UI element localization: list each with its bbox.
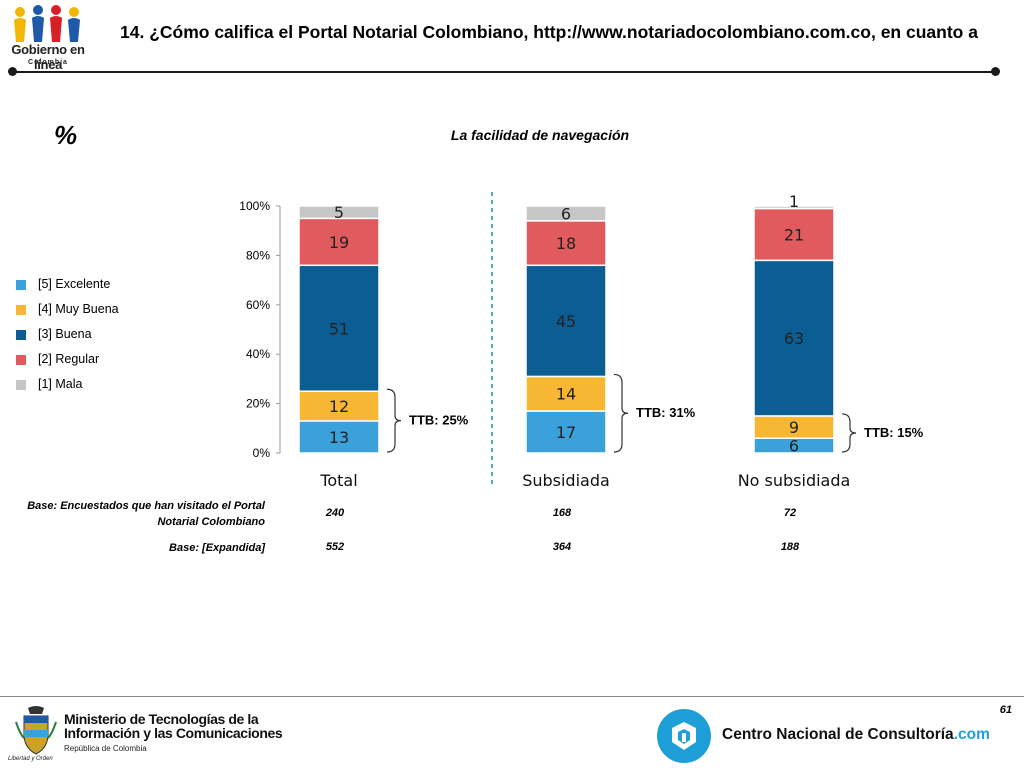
- base-label-expandida: Base: [Expandida]: [169, 542, 265, 554]
- base-expandida-no-subsidiada: 188: [780, 541, 800, 553]
- x-category-label: Total: [319, 471, 357, 490]
- page-number: 61: [999, 704, 1012, 716]
- legend-label: [3] Buena: [38, 327, 92, 341]
- y-tick-label: 80%: [246, 248, 270, 262]
- ttb-label: TTB: 31%: [636, 405, 696, 420]
- bar-segment: [525, 375, 607, 412]
- ttb-label: TTB: 25%: [409, 413, 469, 428]
- header-divider: [14, 71, 996, 73]
- base-value-total: 240: [325, 507, 345, 519]
- colombia-coat-of-arms-icon: [15, 706, 57, 755]
- footer-divider: [0, 696, 1024, 697]
- y-tick-label: 20%: [246, 397, 270, 411]
- bar-segment: [298, 264, 380, 392]
- legend-label: [4] Muy Buena: [38, 302, 119, 316]
- bar-segment: [525, 264, 607, 378]
- bar-value-label: 6: [561, 204, 571, 223]
- legend-label: [2] Regular: [38, 352, 100, 366]
- bar-value-label: 12: [329, 397, 349, 416]
- chart-title: La facilidad de navegación: [450, 127, 630, 143]
- bar-value-label: 13: [329, 428, 349, 447]
- legend-swatch: [16, 355, 26, 365]
- legend-swatch: [16, 330, 26, 340]
- base-label-encuestados: Base: Encuestados que han visitado el Po…: [27, 500, 265, 528]
- ttb-bracket: [841, 413, 857, 453]
- ministry-line-2: Información y las Comunicaciones: [64, 725, 283, 741]
- x-category-label: No subsidiada: [738, 471, 851, 490]
- bar-segment: [298, 390, 380, 422]
- ministry-line-1: Ministerio de Tecnologías de la: [64, 711, 259, 727]
- bar-segment: [753, 205, 835, 210]
- bar-value-label: 19: [329, 233, 349, 252]
- legend-swatch: [16, 280, 26, 290]
- legend-swatch: [16, 380, 26, 390]
- bar-value-label: 5: [334, 203, 344, 222]
- bar-segment: [298, 420, 380, 454]
- bar-segment: [298, 217, 380, 267]
- bar-value-label: 9: [789, 418, 799, 437]
- page-title: 14. ¿Cómo califica el Portal Notarial Co…: [120, 22, 978, 42]
- cnc-name: Centro Nacional de Consultoría: [722, 726, 954, 743]
- bar-value-label: 6: [789, 437, 799, 456]
- y-tick-label: 40%: [246, 347, 270, 361]
- cnc-suffix: .com: [953, 726, 990, 743]
- ministry-country: República de Colombia: [64, 744, 147, 753]
- base-value-subsidiada: 168: [552, 507, 572, 519]
- gobierno-en-linea-logo: Gobierno en línea Colombia: [8, 2, 88, 72]
- x-category-label: Subsidiada: [522, 471, 610, 490]
- ttb-bracket: [386, 388, 402, 453]
- percent-symbol: %: [54, 120, 78, 150]
- header-divider-right-dot: [991, 67, 1000, 76]
- ttb-label: TTB: 15%: [864, 425, 924, 440]
- cnc-brand: Centro Nacional de Consultoría.com: [722, 726, 990, 744]
- logo-country-text: Colombia: [28, 59, 68, 66]
- logo-brand-text: Gobierno en línea: [11, 42, 85, 72]
- y-tick-label: 60%: [246, 298, 270, 312]
- emblem-motto: Libertad y Orden: [8, 756, 53, 762]
- base-value-no-subsidiada: 72: [783, 507, 797, 519]
- bar-value-label: 18: [556, 234, 576, 253]
- bar-segment: [298, 205, 380, 220]
- bar-value-label: 14: [556, 385, 576, 404]
- bar-value-label: 63: [784, 329, 804, 348]
- bar-value-label: 1: [789, 192, 799, 211]
- base-expandida-total: 552: [325, 541, 345, 553]
- ministry-name: Ministerio de Tecnologías de la Informac…: [64, 711, 283, 741]
- legend-label: [5] Excelente: [38, 277, 111, 291]
- y-tick-label: 0%: [253, 446, 271, 460]
- cnc-logo-icon: [657, 709, 711, 763]
- bar-segment: [525, 220, 607, 267]
- legend-swatch: [16, 305, 26, 315]
- ttb-bracket: [613, 373, 629, 453]
- y-tick-label: 100%: [239, 199, 270, 213]
- bar-value-label: 51: [329, 319, 349, 338]
- base-expandida-subsidiada: 364: [552, 541, 572, 553]
- bar-value-label: 45: [556, 312, 576, 331]
- bar-segment: [525, 205, 607, 222]
- legend-label: [1] Mala: [38, 377, 83, 391]
- people-figures-icon: [14, 5, 80, 42]
- bar-segment: [753, 259, 835, 417]
- header-divider-left-dot: [8, 67, 17, 76]
- bar-value-label: 17: [556, 423, 576, 442]
- bar-value-label: 21: [784, 225, 804, 244]
